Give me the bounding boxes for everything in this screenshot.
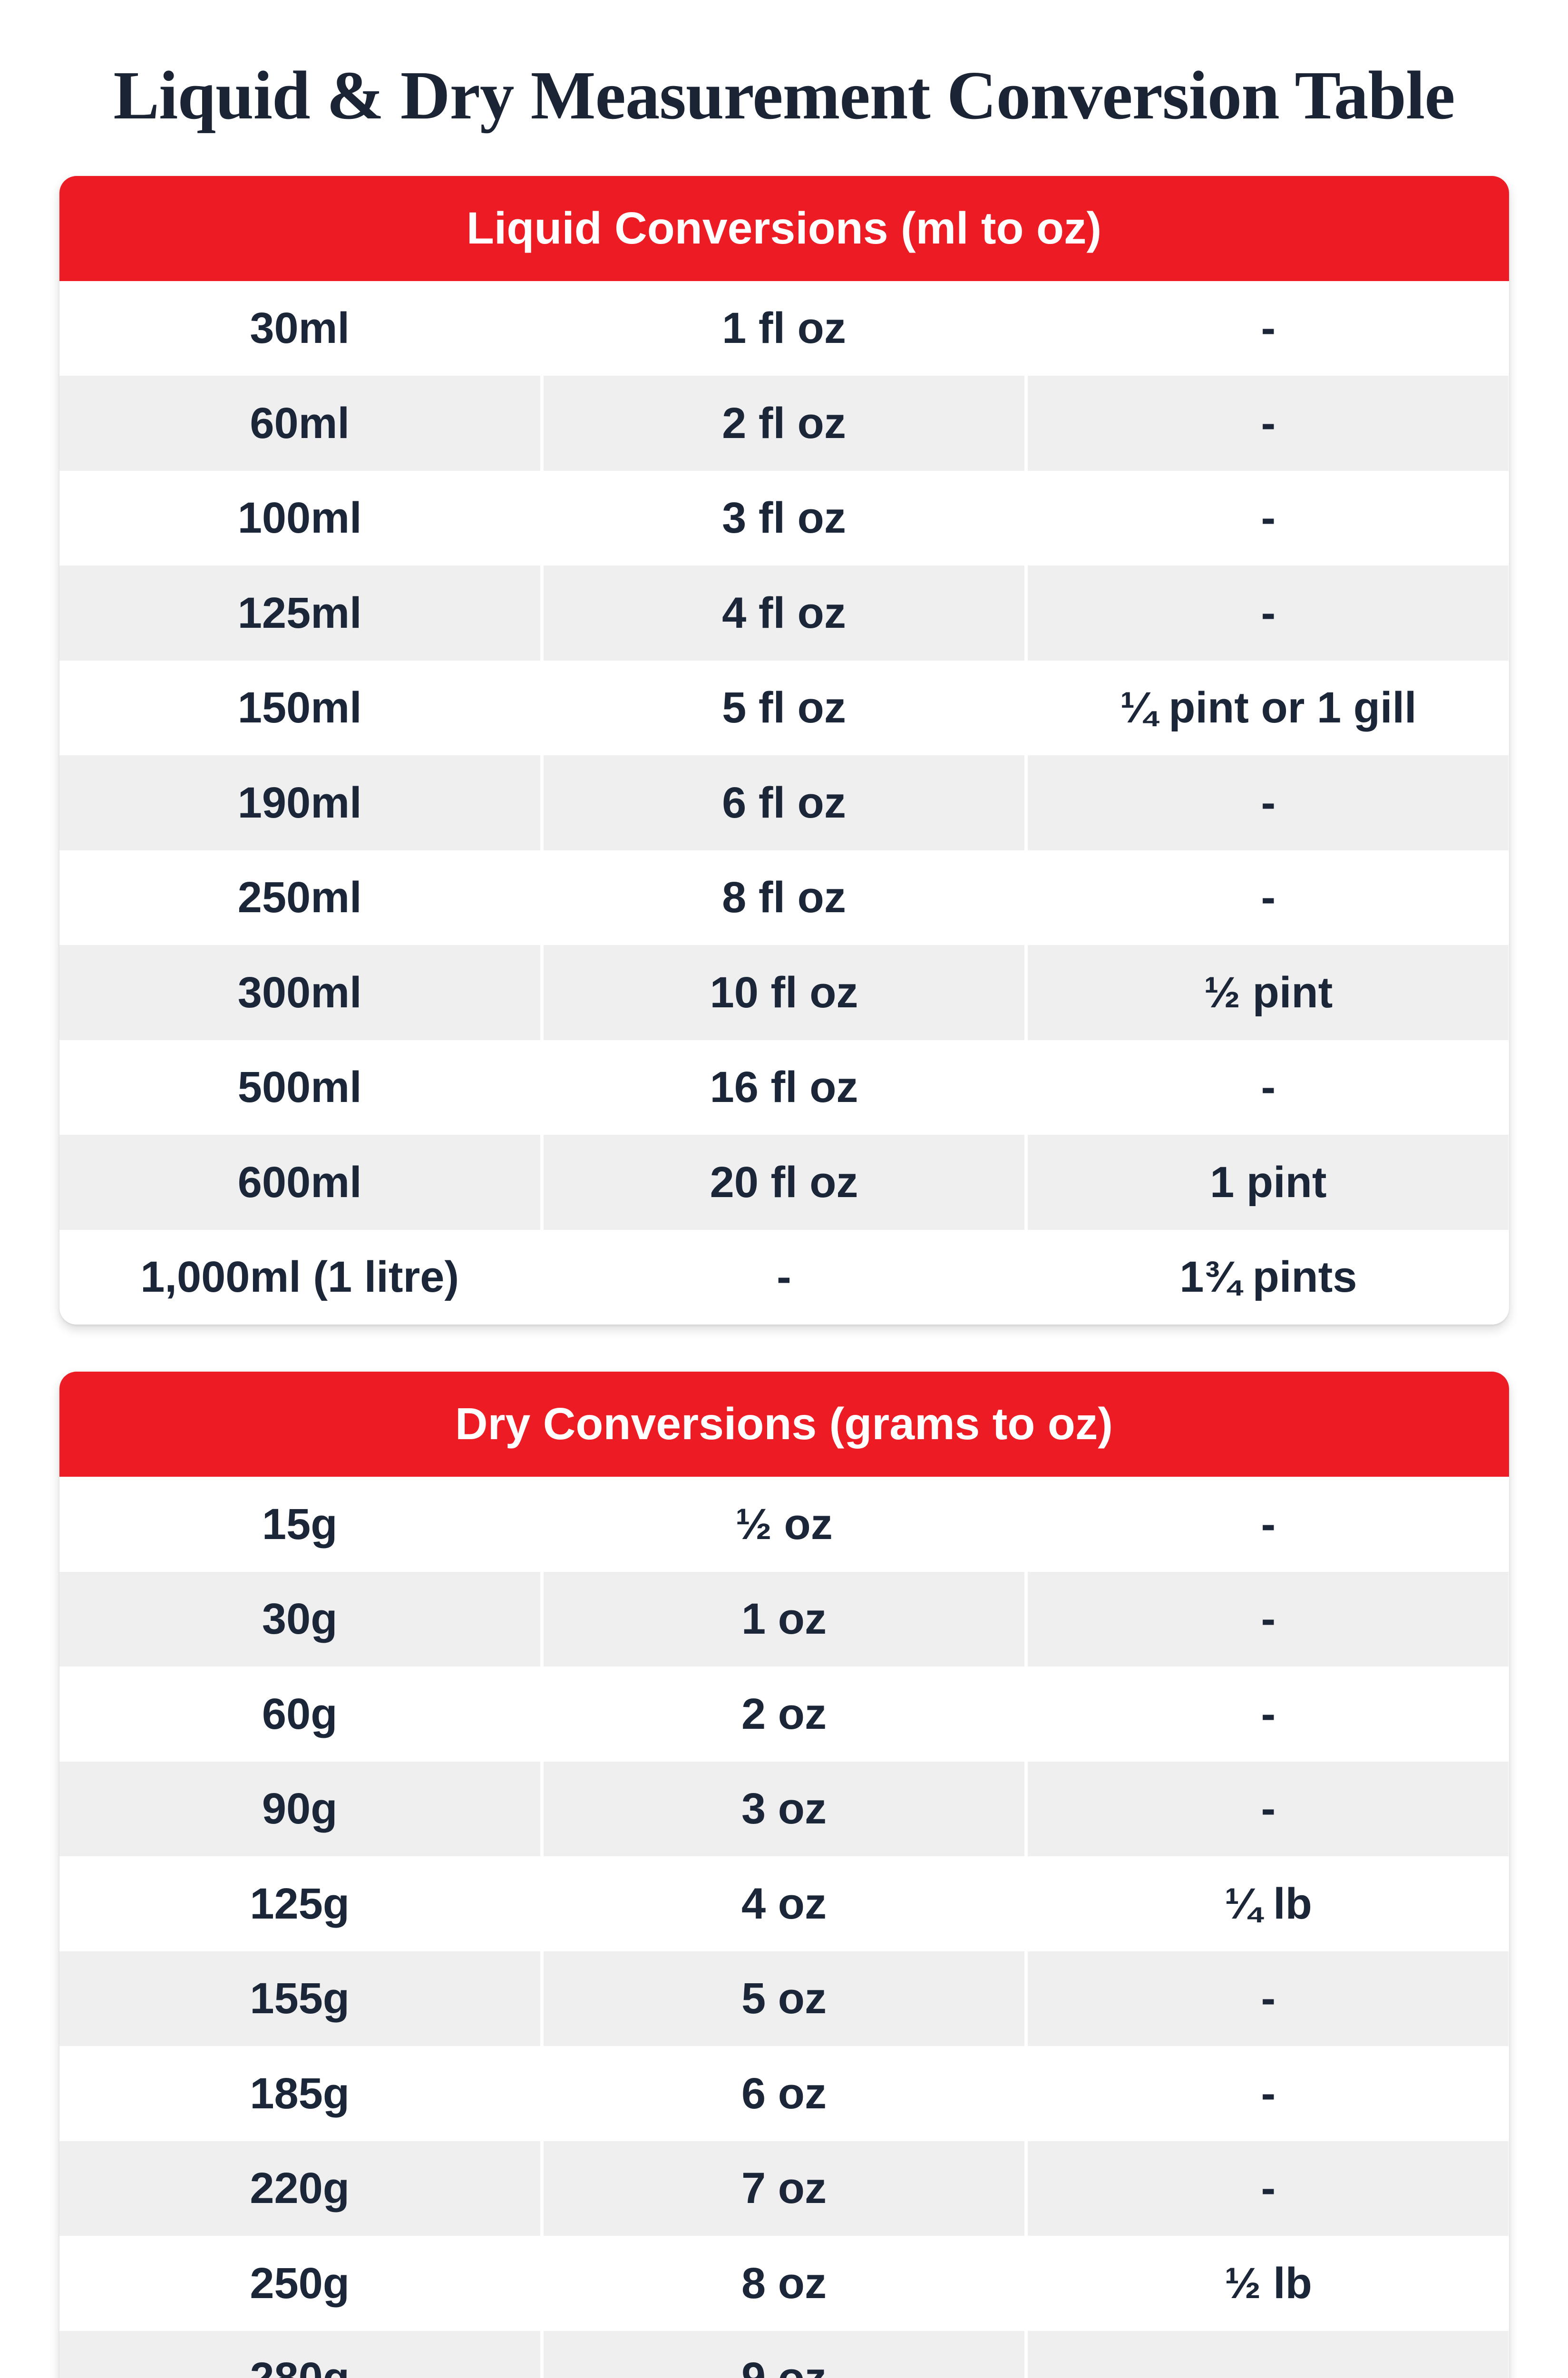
table-cell: 4 fl oz	[543, 565, 1025, 661]
table-cell: 1,000ml (1 litre)	[59, 1229, 540, 1325]
table-row: 600ml 20 fl oz 1 pint	[59, 1135, 1509, 1230]
table-cell: -	[1028, 281, 1509, 376]
table-cell: 125ml	[59, 565, 540, 661]
table-cell: 60g	[59, 1667, 540, 1762]
table-row: 500ml 16 fl oz -	[59, 1040, 1509, 1135]
table-cell: -	[1028, 755, 1509, 850]
table-cell: 5 oz	[543, 1951, 1025, 2047]
dry-table-title: Dry Conversions (grams to oz)	[455, 1399, 1113, 1450]
table-row: 250ml 8 fl oz -	[59, 850, 1509, 945]
table-row: 1,000ml (1 litre) -1¾ pints	[59, 1229, 1509, 1325]
table-cell: 1 pint	[1028, 1135, 1509, 1230]
table-row: 220g 7 oz -	[59, 2141, 1509, 2236]
table-cell: 2 oz	[543, 1667, 1025, 1762]
liquid-table-header: Liquid Conversions (ml to oz)	[59, 175, 1509, 281]
page-title: Liquid & Dry Measurement Conversion Tabl…	[113, 58, 1455, 134]
table-row: 60ml 2 fl oz -	[59, 376, 1509, 471]
table-row: 15g ½ oz -	[59, 1477, 1509, 1572]
table-cell: 16 fl oz	[543, 1040, 1025, 1135]
table-cell: 7 oz	[543, 2141, 1025, 2236]
table-cell: -	[1028, 1667, 1509, 1762]
table-row: 250g 8 oz ½ lb	[59, 2236, 1509, 2331]
table-cell: 125g	[59, 1856, 540, 1951]
table-cell: 3 oz	[543, 1761, 1025, 1857]
table-cell: ¼ pint or 1 gill	[1028, 660, 1509, 756]
table-row: 300ml 10 fl oz ½ pint	[59, 945, 1509, 1040]
table-cell: 280g	[59, 2330, 540, 2378]
table-cell: 6 oz	[543, 2046, 1025, 2141]
table-cell: 3 fl oz	[543, 470, 1025, 566]
table-row: 90g 3 oz -	[59, 1761, 1509, 1857]
table-cell: -	[1028, 1477, 1509, 1572]
table-cell: 2 fl oz	[543, 376, 1025, 471]
liquid-table-rows: 30ml 1 fl oz -60ml 2 fl oz -100ml 3 fl oz -125…	[59, 281, 1509, 1325]
table-row: 185g 6 oz -	[59, 2046, 1509, 2141]
table-cell: 9 oz	[543, 2330, 1025, 2378]
table-row: 190ml 6 fl oz -	[59, 755, 1509, 850]
table-cell: 600ml	[59, 1135, 540, 1230]
table-row: 125ml 4 fl oz -	[59, 565, 1509, 661]
table-cell: -	[1028, 2046, 1509, 2141]
table-row: 150ml 5 fl oz ¼ pint or 1 gill	[59, 660, 1509, 756]
table-cell: 1 fl oz	[543, 281, 1025, 376]
table-cell: -	[1028, 2141, 1509, 2236]
table-row: 100ml 3 fl oz -	[59, 470, 1509, 566]
table-cell: 60ml	[59, 376, 540, 471]
table-cell: -	[1028, 1761, 1509, 1857]
table-cell: ½ pint	[1028, 945, 1509, 1040]
table-cell: 8 fl oz	[543, 850, 1025, 945]
table-cell: 90g	[59, 1761, 540, 1857]
table-cell: -	[1028, 1571, 1509, 1667]
table-cell: 20 fl oz	[543, 1135, 1025, 1230]
table-row: 30ml 1 fl oz -	[59, 281, 1509, 376]
table-cell: ½ lb	[1028, 2236, 1509, 2331]
table-cell: 185g	[59, 2046, 540, 2141]
table-cell: -	[543, 1229, 1025, 1325]
table-cell: ¼ lb	[1028, 1856, 1509, 1951]
table-cell: -	[1028, 1040, 1509, 1135]
table-cell: 220g	[59, 2141, 540, 2236]
table-cell: 4 oz	[543, 1856, 1025, 1951]
table-row: 60g 2 oz -	[59, 1667, 1509, 1762]
table-cell: 150ml	[59, 660, 540, 756]
dry-table-rows: 15g ½ oz -30g 1 oz -60g 2 oz -90g 3 oz -125g 4 oz…	[59, 1477, 1509, 2378]
table-cell: ½ oz	[543, 1477, 1025, 1572]
table-cell: 190ml	[59, 755, 540, 850]
table-cell: -	[1028, 850, 1509, 945]
table-cell: 15g	[59, 1477, 540, 1572]
table-cell: 1 oz	[543, 1571, 1025, 1667]
conversion-infographic: Liquid & Dry Measurement Conversion Tabl…	[0, 56, 1568, 2378]
table-cell: 10 fl oz	[543, 945, 1025, 1040]
table-cell: 500ml	[59, 1040, 540, 1135]
table-cell: 100ml	[59, 470, 540, 566]
table-cell: -	[1028, 376, 1509, 471]
table-cell: 6 fl oz	[543, 755, 1025, 850]
table-row: 155g 5 oz -	[59, 1951, 1509, 2047]
table-row: 280g 9 oz -	[59, 2330, 1509, 2378]
table-cell: -	[1028, 470, 1509, 566]
table-cell: -	[1028, 565, 1509, 661]
table-cell: 5 fl oz	[543, 660, 1025, 756]
table-cell: 1¾ pints	[1028, 1229, 1509, 1325]
liquid-table-title: Liquid Conversions (ml to oz)	[466, 203, 1102, 253]
table-cell: 250g	[59, 2236, 540, 2331]
table-row: 125g 4 oz ¼ lb	[59, 1856, 1509, 1951]
table-cell: 250ml	[59, 850, 540, 945]
table-cell: -	[1028, 1951, 1509, 2047]
dry-table-header: Dry Conversions (grams to oz)	[59, 1372, 1509, 1477]
table-cell: 300ml	[59, 945, 540, 1040]
liquid-conversions-table: Liquid Conversions (ml to oz) 30ml 1 fl o…	[59, 175, 1509, 1325]
table-cell: -	[1028, 2330, 1509, 2378]
table-cell: 30ml	[59, 281, 540, 376]
table-cell: 30g	[59, 1571, 540, 1667]
table-cell: 8 oz	[543, 2236, 1025, 2331]
dry-conversions-table: Dry Conversions (grams to oz) 15g ½ oz -30…	[59, 1372, 1509, 2378]
table-row: 30g 1 oz -	[59, 1571, 1509, 1667]
table-cell: 155g	[59, 1951, 540, 2047]
